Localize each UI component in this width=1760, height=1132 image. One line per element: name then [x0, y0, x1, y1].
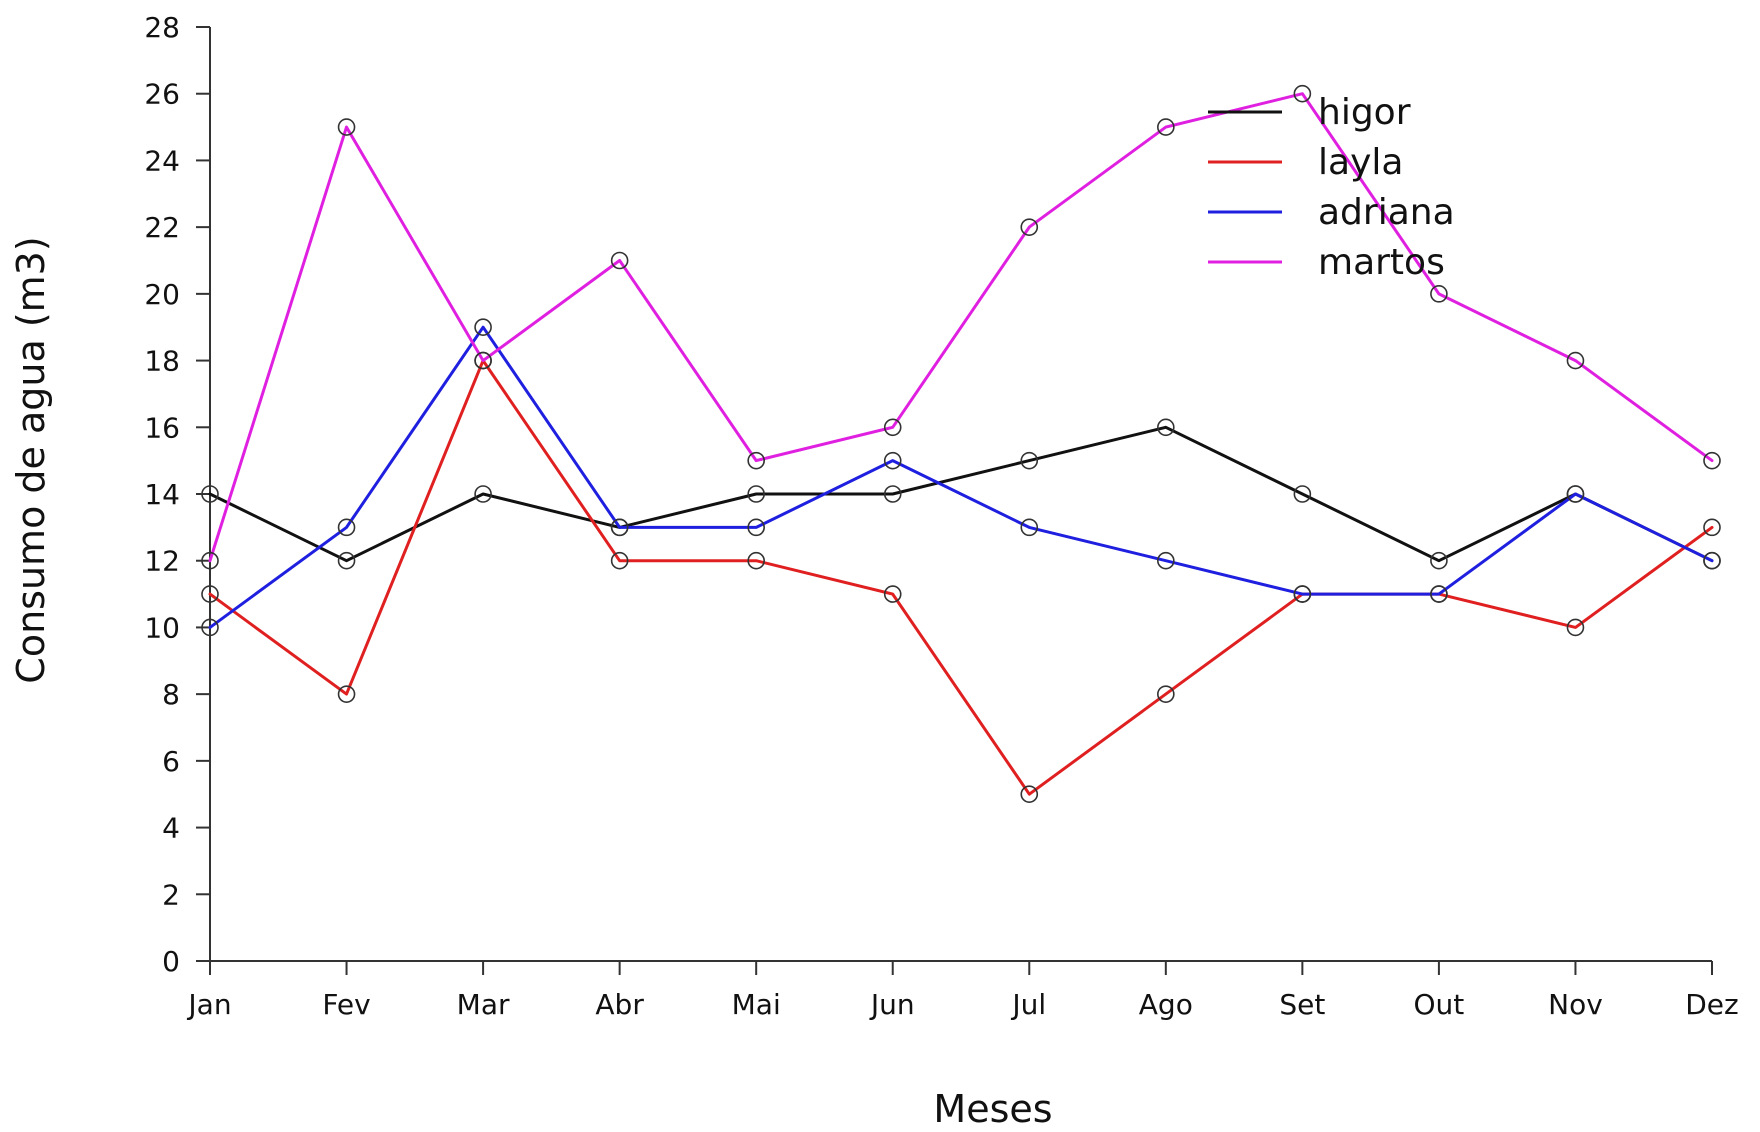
data-point-layla	[337, 685, 356, 703]
data-point-higor	[1020, 451, 1039, 470]
legend-label-adriana: adriana	[1318, 192, 1455, 233]
y-axis-title: Consumo de agua (m3)	[9, 236, 53, 683]
y-tick-label: 4	[162, 812, 180, 845]
data-point-adriana	[201, 618, 219, 637]
data-point-martos	[1293, 84, 1312, 103]
data-point-adriana	[1703, 551, 1721, 570]
data-point-martos	[201, 551, 219, 570]
legend-label-layla: layla	[1318, 142, 1403, 183]
y-tick-label: 28	[144, 11, 180, 44]
x-tick-label: Fev	[322, 988, 370, 1021]
data-point-layla	[1020, 785, 1039, 804]
x-tick-label: Nov	[1548, 988, 1603, 1021]
x-tick-label: Ago	[1139, 988, 1193, 1021]
data-point-martos	[1020, 218, 1039, 236]
y-tick-label: 10	[144, 611, 180, 644]
data-point-higor	[1157, 418, 1175, 437]
data-point-adriana	[610, 518, 629, 537]
data-point-martos	[1157, 118, 1175, 136]
data-point-adriana	[883, 451, 902, 470]
data-point-martos	[337, 118, 356, 136]
x-tick-label: Dez	[1685, 988, 1738, 1021]
series-line-martos	[208, 92, 1714, 563]
data-point-higor	[883, 485, 902, 503]
data-point-layla	[201, 585, 219, 603]
data-point-martos	[747, 451, 765, 470]
series-line-higor	[208, 425, 1714, 563]
data-point-adriana	[1566, 485, 1585, 503]
y-tick-label: 20	[144, 278, 180, 311]
data-point-higor	[337, 551, 356, 570]
data-point-layla	[1157, 685, 1175, 703]
data-point-layla	[610, 551, 629, 570]
legend-label-martos: martos	[1318, 242, 1445, 283]
data-point-layla	[883, 585, 902, 603]
legend-label-higor: higor	[1318, 92, 1411, 133]
x-tick-label: Abr	[595, 988, 644, 1021]
data-point-martos	[1703, 451, 1721, 470]
data-point-higor	[1430, 551, 1448, 570]
data-point-adriana	[1157, 551, 1175, 570]
x-tick-label: Jul	[1010, 988, 1046, 1021]
y-tick-label: 16	[144, 411, 180, 444]
data-point-layla	[1703, 518, 1721, 537]
x-axis: Jan Fev Mar Abr Mai Jun Jul Ago Set Out Nov Dez	[186, 960, 1739, 1021]
x-axis-title: Meses	[933, 1087, 1052, 1131]
y-tick-label: 2	[162, 878, 180, 911]
x-tick-label: Jan	[186, 988, 231, 1021]
y-tick-label: 6	[162, 745, 180, 778]
data-point-adriana	[474, 318, 492, 337]
data-point-martos	[474, 351, 492, 370]
data-point-adriana	[337, 518, 356, 537]
data-point-adriana	[1020, 518, 1039, 537]
series-adriana	[201, 318, 1721, 637]
data-point-higor	[474, 485, 492, 503]
series-martos	[201, 84, 1721, 570]
y-tick-label: 14	[144, 478, 180, 511]
data-point-martos	[610, 251, 629, 270]
data-point-adriana	[747, 518, 765, 537]
data-point-martos	[1566, 351, 1585, 370]
series-line-layla	[208, 359, 1714, 796]
series-layer	[201, 84, 1721, 804]
y-tick-label: 12	[144, 545, 180, 578]
x-tick-label: Jun	[869, 988, 915, 1021]
y-tick-label: 18	[144, 345, 180, 378]
series-layla	[201, 351, 1721, 804]
y-tick-label: 22	[144, 211, 180, 244]
y-tick-label: 0	[162, 945, 180, 978]
y-tick-label: 24	[144, 144, 180, 177]
data-point-layla	[747, 551, 765, 570]
data-point-layla	[1566, 618, 1585, 637]
data-point-martos	[1430, 285, 1448, 303]
y-tick-label: 26	[144, 78, 180, 111]
data-point-adriana	[1293, 585, 1312, 603]
x-tick-label: Mai	[732, 988, 781, 1021]
x-tick-label: Out	[1414, 988, 1465, 1021]
x-tick-label: Mar	[457, 988, 510, 1021]
x-tick-label: Set	[1279, 988, 1325, 1021]
data-point-higor	[201, 485, 219, 503]
y-tick-label: 8	[162, 678, 180, 711]
data-point-higor	[747, 485, 765, 503]
legend: higor layla adriana martos	[1208, 92, 1455, 283]
data-point-adriana	[1430, 585, 1448, 603]
data-point-martos	[883, 418, 902, 437]
series-line-adriana	[208, 325, 1714, 629]
data-point-higor	[1293, 485, 1312, 503]
